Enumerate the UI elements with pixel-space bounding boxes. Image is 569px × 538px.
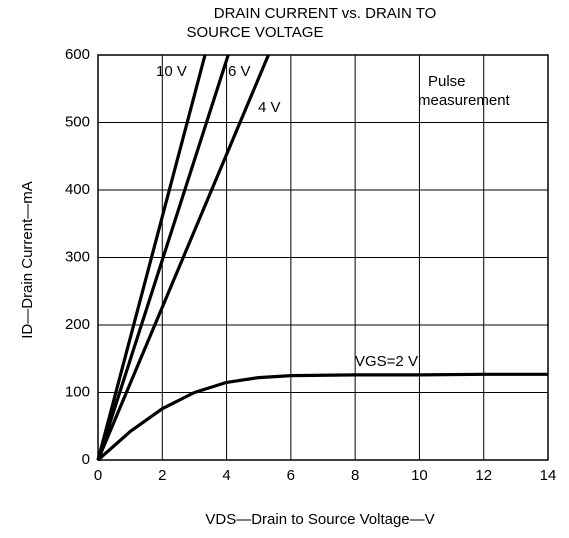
y-tick-label: 400 xyxy=(65,181,90,198)
y-tick-label: 100 xyxy=(65,383,90,400)
y-tick-label: 200 xyxy=(65,316,90,333)
curve-label: 4 V xyxy=(258,99,281,116)
x-tick-label: 8 xyxy=(351,467,359,484)
chart-title: DRAIN CURRENT vs. DRAIN TO xyxy=(214,5,437,22)
y-axis-label: ID—Drain Current—mA xyxy=(19,181,36,339)
curve xyxy=(96,372,548,462)
y-tick-label: 600 xyxy=(65,46,90,63)
curve xyxy=(96,54,207,461)
annotation: Pulse xyxy=(428,73,466,90)
y-tick-label: 0 xyxy=(82,451,90,468)
curve xyxy=(96,54,270,461)
x-tick-label: 2 xyxy=(158,467,166,484)
y-tick-label: 300 xyxy=(65,248,90,265)
curve-label: VGS=2 V xyxy=(355,353,418,370)
curve-label: 10 V xyxy=(156,63,187,80)
x-tick-label: 14 xyxy=(540,467,557,484)
chart-title: SOURCE VOLTAGE xyxy=(187,24,324,41)
curve-label: 6 V xyxy=(228,63,251,80)
x-tick-label: 4 xyxy=(222,467,230,484)
x-tick-label: 6 xyxy=(287,467,295,484)
curve xyxy=(96,54,230,461)
y-tick-label: 500 xyxy=(65,113,90,130)
annotation: measurement xyxy=(418,92,511,109)
x-tick-label: 0 xyxy=(94,467,102,484)
x-tick-label: 10 xyxy=(411,467,428,484)
x-tick-label: 12 xyxy=(475,467,492,484)
x-axis-label: VDS—Drain to Source Voltage—V xyxy=(205,511,434,528)
